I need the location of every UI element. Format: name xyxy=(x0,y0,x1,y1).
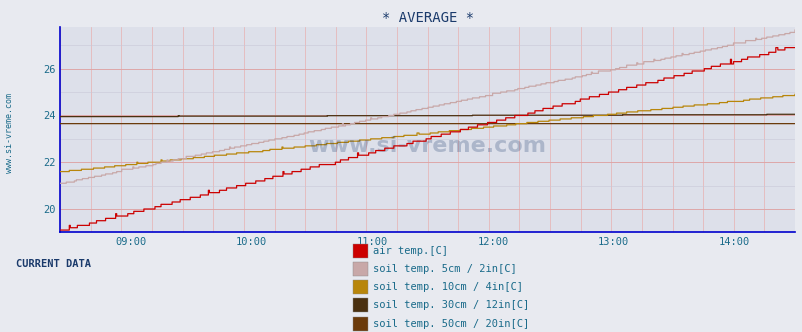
Text: soil temp. 50cm / 20in[C]: soil temp. 50cm / 20in[C] xyxy=(373,319,529,329)
Text: soil temp. 30cm / 12in[C]: soil temp. 30cm / 12in[C] xyxy=(373,300,529,310)
Title: * AVERAGE *: * AVERAGE * xyxy=(381,11,473,25)
Text: air temp.[C]: air temp.[C] xyxy=(373,246,448,256)
Text: www.si-vreme.com: www.si-vreme.com xyxy=(308,136,546,156)
Text: soil temp. 5cm / 2in[C]: soil temp. 5cm / 2in[C] xyxy=(373,264,516,274)
Text: CURRENT DATA: CURRENT DATA xyxy=(16,259,91,269)
Text: soil temp. 10cm / 4in[C]: soil temp. 10cm / 4in[C] xyxy=(373,282,523,292)
Text: www.si-vreme.com: www.si-vreme.com xyxy=(5,93,14,173)
